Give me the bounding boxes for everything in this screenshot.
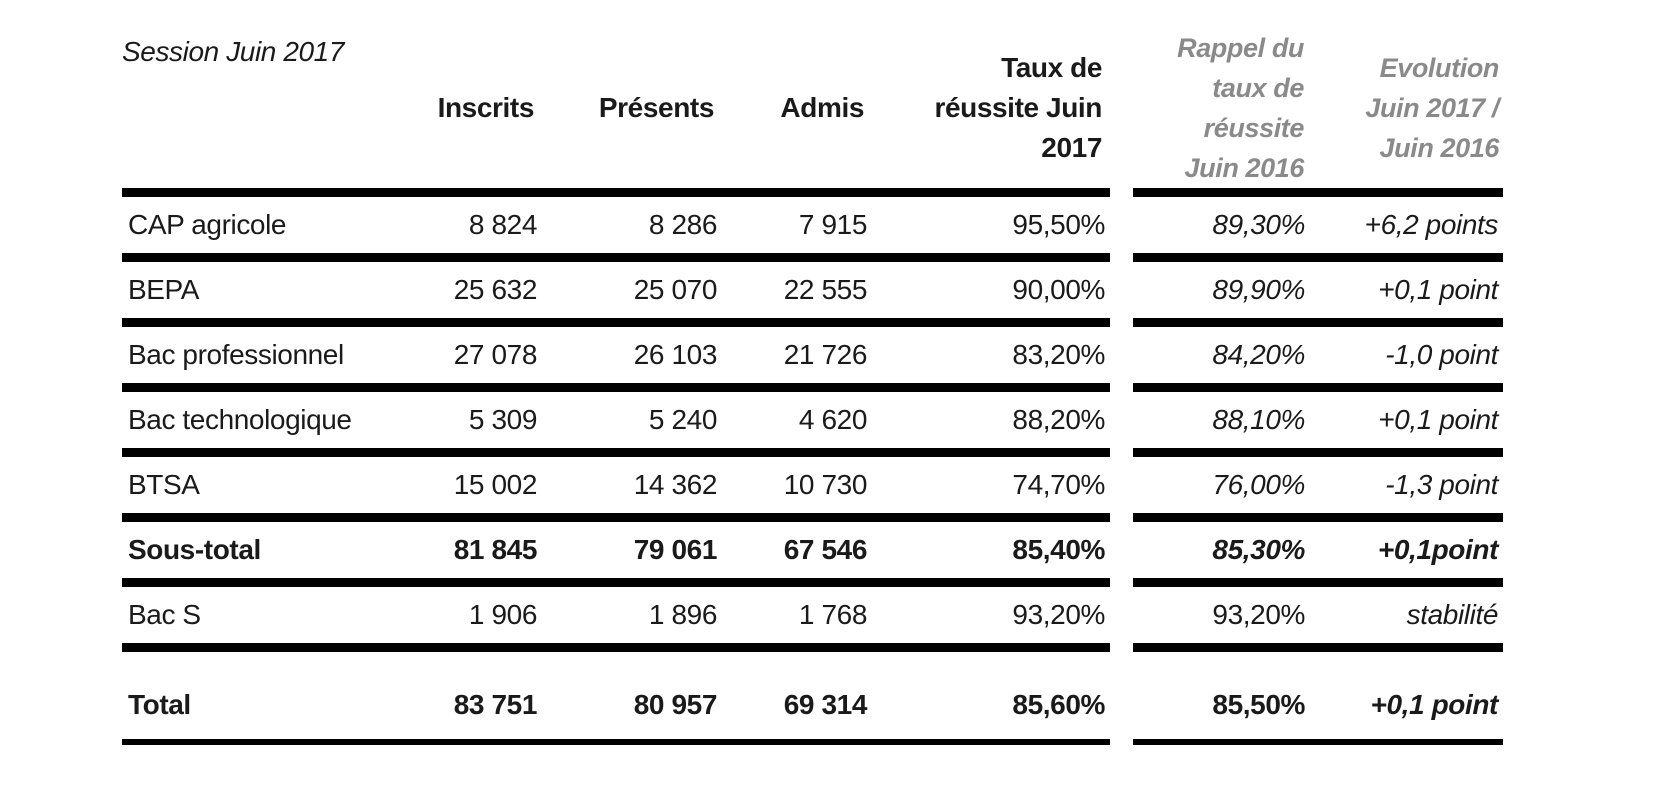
cell-presents: 25 070 xyxy=(542,262,722,327)
row-label: Bac professionnel xyxy=(122,327,362,392)
col-header-inscrits: Inscrits xyxy=(362,28,542,197)
col-header-admis: Admis xyxy=(722,28,872,197)
exam-results-table: Session Juin 2017 Inscrits Présents Admi… xyxy=(122,28,1503,745)
table-header-row: Session Juin 2017 Inscrits Présents Admi… xyxy=(122,28,1503,197)
col-header-evolution: Evolution Juin 2017 / Juin 2016 xyxy=(1308,28,1503,197)
cell-evolution: stabilité xyxy=(1308,587,1503,652)
cell-evolution: +0,1 point xyxy=(1308,392,1503,457)
cell-evolution: +0,1 point xyxy=(1308,652,1503,745)
section-gap xyxy=(1110,652,1133,745)
section-gap xyxy=(1110,587,1133,652)
col-header-rappel-2016: Rappel du taux de réussite Juin 2016 xyxy=(1133,28,1308,197)
table-row-btsa: BTSA 15 002 14 362 10 730 74,70% 76,00% -1,3 p… xyxy=(122,457,1503,522)
cell-admis: 67 546 xyxy=(722,522,872,587)
row-label: Bac S xyxy=(122,587,362,652)
cell-evolution: -1,0 point xyxy=(1308,327,1503,392)
cell-inscrits: 5 309 xyxy=(362,392,542,457)
table-row-bepa: BEPA 25 632 25 070 22 555 90,00% 89,90% +0,1 p… xyxy=(122,262,1503,327)
cell-taux-2017: 93,20% xyxy=(872,587,1110,652)
cell-admis: 10 730 xyxy=(722,457,872,522)
section-gap xyxy=(1110,197,1133,262)
row-label: BTSA xyxy=(122,457,362,522)
table-row-cap-agricole: CAP agricole 8 824 8 286 7 915 95,50% 89,30% +… xyxy=(122,197,1503,262)
table-row-total: Total 83 751 80 957 69 314 85,60% 85,50% +0,1 … xyxy=(122,652,1503,745)
page-title: Session Juin 2017 xyxy=(122,28,362,197)
table-row-bac-professionnel: Bac professionnel 27 078 26 103 21 726 83,20… xyxy=(122,327,1503,392)
cell-presents: 5 240 xyxy=(542,392,722,457)
cell-inscrits: 8 824 xyxy=(362,197,542,262)
cell-evolution: -1,3 point xyxy=(1308,457,1503,522)
col-header-presents: Présents xyxy=(542,28,722,197)
cell-rappel-2016: 85,30% xyxy=(1133,522,1308,587)
cell-inscrits: 81 845 xyxy=(362,522,542,587)
section-gap xyxy=(1110,28,1133,197)
cell-rappel-2016: 89,90% xyxy=(1133,262,1308,327)
cell-rappel-2016: 76,00% xyxy=(1133,457,1308,522)
row-label: Sous-total xyxy=(122,522,362,587)
cell-presents: 80 957 xyxy=(542,652,722,745)
cell-admis: 7 915 xyxy=(722,197,872,262)
cell-rappel-2016: 93,20% xyxy=(1133,587,1308,652)
section-gap xyxy=(1110,522,1133,587)
cell-rappel-2016: 88,10% xyxy=(1133,392,1308,457)
cell-taux-2017: 83,20% xyxy=(872,327,1110,392)
cell-inscrits: 25 632 xyxy=(362,262,542,327)
cell-admis: 4 620 xyxy=(722,392,872,457)
cell-evolution: +6,2 points xyxy=(1308,197,1503,262)
cell-taux-2017: 90,00% xyxy=(872,262,1110,327)
section-gap xyxy=(1110,392,1133,457)
row-label: Total xyxy=(122,652,362,745)
table-row-bac-technologique: Bac technologique 5 309 5 240 4 620 88,20% 88… xyxy=(122,392,1503,457)
row-label: Bac technologique xyxy=(122,392,362,457)
cell-presents: 79 061 xyxy=(542,522,722,587)
table-body: CAP agricole 8 824 8 286 7 915 95,50% 89,30% +… xyxy=(122,197,1503,745)
cell-inscrits: 1 906 xyxy=(362,587,542,652)
cell-rappel-2016: 89,30% xyxy=(1133,197,1308,262)
cell-inscrits: 83 751 xyxy=(362,652,542,745)
cell-admis: 1 768 xyxy=(722,587,872,652)
cell-evolution: +0,1point xyxy=(1308,522,1503,587)
cell-admis: 21 726 xyxy=(722,327,872,392)
cell-presents: 1 896 xyxy=(542,587,722,652)
section-gap xyxy=(1110,262,1133,327)
cell-inscrits: 27 078 xyxy=(362,327,542,392)
cell-taux-2017: 74,70% xyxy=(872,457,1110,522)
section-gap xyxy=(1110,327,1133,392)
row-label: CAP agricole xyxy=(122,197,362,262)
cell-evolution: +0,1 point xyxy=(1308,262,1503,327)
cell-taux-2017: 85,60% xyxy=(872,652,1110,745)
table-row-sous-total: Sous-total 81 845 79 061 67 546 85,40% 85,30%… xyxy=(122,522,1503,587)
cell-rappel-2016: 84,20% xyxy=(1133,327,1308,392)
col-header-taux-2017: Taux de réussite Juin 2017 xyxy=(872,28,1110,197)
cell-rappel-2016: 85,50% xyxy=(1133,652,1308,745)
cell-inscrits: 15 002 xyxy=(362,457,542,522)
cell-presents: 8 286 xyxy=(542,197,722,262)
row-label: BEPA xyxy=(122,262,362,327)
cell-taux-2017: 85,40% xyxy=(872,522,1110,587)
section-gap xyxy=(1110,457,1133,522)
cell-presents: 26 103 xyxy=(542,327,722,392)
cell-admis: 69 314 xyxy=(722,652,872,745)
cell-admis: 22 555 xyxy=(722,262,872,327)
cell-presents: 14 362 xyxy=(542,457,722,522)
cell-taux-2017: 88,20% xyxy=(872,392,1110,457)
cell-taux-2017: 95,50% xyxy=(872,197,1110,262)
